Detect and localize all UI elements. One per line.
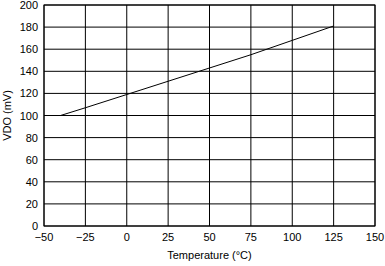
- y-tick-label: 100: [20, 110, 38, 122]
- y-tick-label: 0: [32, 220, 38, 232]
- y-tick-label: 40: [26, 176, 38, 188]
- y-tick-label: 60: [26, 154, 38, 166]
- y-axis-label: VDO (mV): [1, 90, 13, 141]
- chart: −50 −25 0 25 50 75 100 125 150 0 20 40 60 80 100 120 140…: [0, 0, 385, 266]
- x-tick-label: 100: [283, 231, 301, 243]
- y-tick-label: 140: [20, 65, 38, 77]
- y-grid-line: [44, 115, 375, 116]
- y-grid-line: [44, 49, 375, 50]
- x-tick-label: 50: [203, 231, 215, 243]
- data-line: [61, 26, 334, 116]
- y-grid-line: [44, 203, 375, 204]
- x-tick-label: 75: [245, 231, 257, 243]
- y-tick-label: 180: [20, 21, 38, 33]
- x-tick-label: 25: [162, 231, 174, 243]
- y-tick-label: 20: [26, 198, 38, 210]
- y-grid-line: [44, 93, 375, 94]
- y-grid-line: [44, 159, 375, 160]
- x-tick-label: 0: [124, 231, 130, 243]
- series-group: [61, 26, 334, 116]
- y-grid-line: [44, 181, 375, 182]
- y-tick-label: 120: [20, 87, 38, 99]
- chart-root: −50 −25 0 25 50 75 100 125 150 0 20 40 60 80 100 120 140…: [0, 0, 385, 266]
- y-tick-label: 160: [20, 43, 38, 55]
- x-tick-label: 125: [324, 231, 342, 243]
- y-grid-line: [44, 137, 375, 138]
- tick-labels: −50 −25 0 25 50 75 100 125 150 0 20 40 60 80 100 120 140…: [20, 0, 385, 243]
- y-grid-line: [44, 71, 375, 72]
- plot-frame: [44, 5, 375, 226]
- y-grid-line: [44, 27, 375, 28]
- x-axis-label: Temperature (°C): [167, 249, 251, 261]
- y-tick-label: 200: [20, 0, 38, 11]
- x-tick-label: −25: [76, 231, 95, 243]
- grid: [44, 5, 375, 226]
- y-tick-label: 80: [26, 132, 38, 144]
- x-tick-label: −50: [35, 231, 54, 243]
- x-tick-label: 150: [366, 231, 384, 243]
